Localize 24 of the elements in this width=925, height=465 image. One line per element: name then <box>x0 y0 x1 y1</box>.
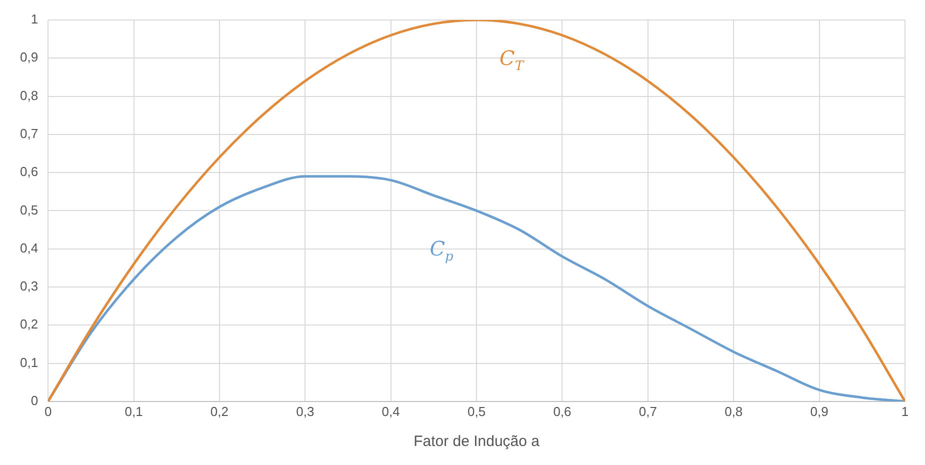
x-tick-label: 1 <box>901 404 909 419</box>
x-tick-label: 0,9 <box>810 404 828 419</box>
y-tick-label: 0 <box>30 392 38 408</box>
y-tick-label: 0,5 <box>20 202 38 218</box>
x-tick-label: 0 <box>44 404 52 419</box>
y-tick-label: 0,3 <box>20 278 38 294</box>
y-tick-label: 0,1 <box>20 354 38 370</box>
y-tick-label: 0,2 <box>20 316 38 332</box>
x-tick-label: 0,2 <box>210 404 228 419</box>
x-tick-label: 0,7 <box>638 404 657 419</box>
x-axis-title: Fator de Indução a <box>414 433 540 450</box>
line-series <box>48 20 905 402</box>
x-tick-label: 0,5 <box>467 404 486 419</box>
y-tick-label: 1 <box>30 12 38 27</box>
x-tick-label: 0,3 <box>296 404 314 419</box>
x-tick-label: 0,8 <box>724 404 743 419</box>
x-tick-label: 0,1 <box>124 404 143 419</box>
y-tick-label: 0,4 <box>20 240 38 256</box>
y-tick-label: 0,8 <box>20 88 38 103</box>
x-tick-label: 0,6 <box>553 404 572 419</box>
y-tick-label: 0,9 <box>20 50 38 65</box>
y-tick-label: 0,7 <box>20 126 38 141</box>
y-tick-label: 0,6 <box>20 164 38 180</box>
x-tick-label: 0,4 <box>382 404 400 419</box>
